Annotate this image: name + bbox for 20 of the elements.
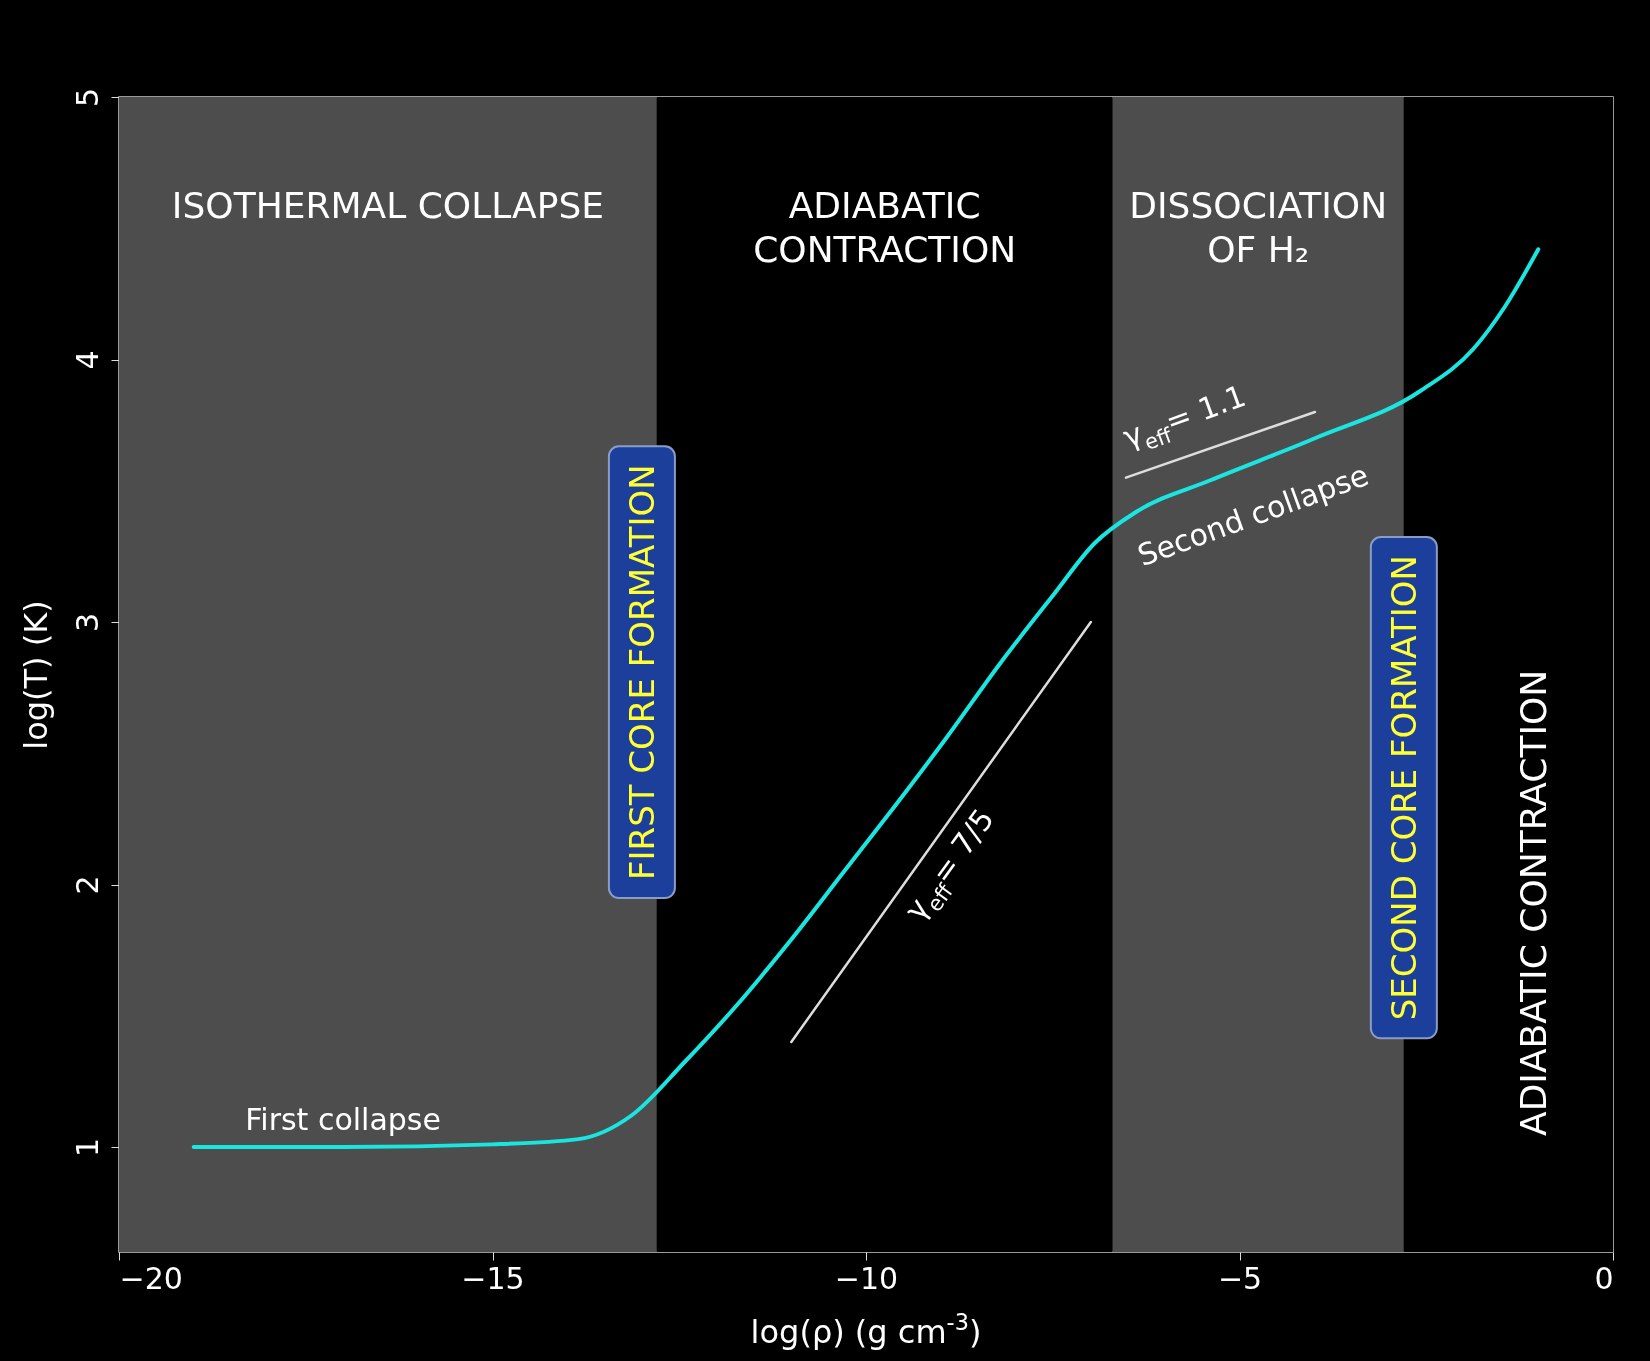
annotation: γeff = 7/5 bbox=[897, 802, 1001, 927]
annotation: FIRST CORE FORMATION bbox=[621, 464, 662, 881]
y-axis-title: log(T) (K) bbox=[16, 600, 55, 750]
x-tick-label: −20 bbox=[119, 1260, 183, 1296]
y-tick-label: 3 bbox=[69, 612, 105, 633]
y-tick-label: 2 bbox=[69, 875, 105, 895]
band-label: DISSOCIATION OF H₂ bbox=[1129, 185, 1388, 271]
y-tick-label: 4 bbox=[69, 350, 105, 370]
x-tick-label: −15 bbox=[461, 1260, 525, 1296]
x-tick-label: 0 bbox=[1594, 1260, 1614, 1296]
annotation: γeff = 1.1 bbox=[1118, 378, 1251, 456]
x-tick-label: −5 bbox=[1217, 1260, 1263, 1296]
x-tick-label: −10 bbox=[834, 1260, 899, 1296]
y-tick-label: 1 bbox=[69, 1137, 105, 1158]
band-label: ISOTHERMAL COLLAPSE bbox=[171, 185, 605, 227]
band-label: ADIABATIC CONTRACTION bbox=[753, 185, 1017, 271]
annotation: SECOND CORE FORMATION bbox=[1383, 555, 1424, 1021]
annotation: First collapse bbox=[245, 1101, 441, 1137]
y-tick-label: 5 bbox=[69, 87, 105, 108]
band-label: ADIABATIC CONTRACTION bbox=[1512, 669, 1554, 1137]
